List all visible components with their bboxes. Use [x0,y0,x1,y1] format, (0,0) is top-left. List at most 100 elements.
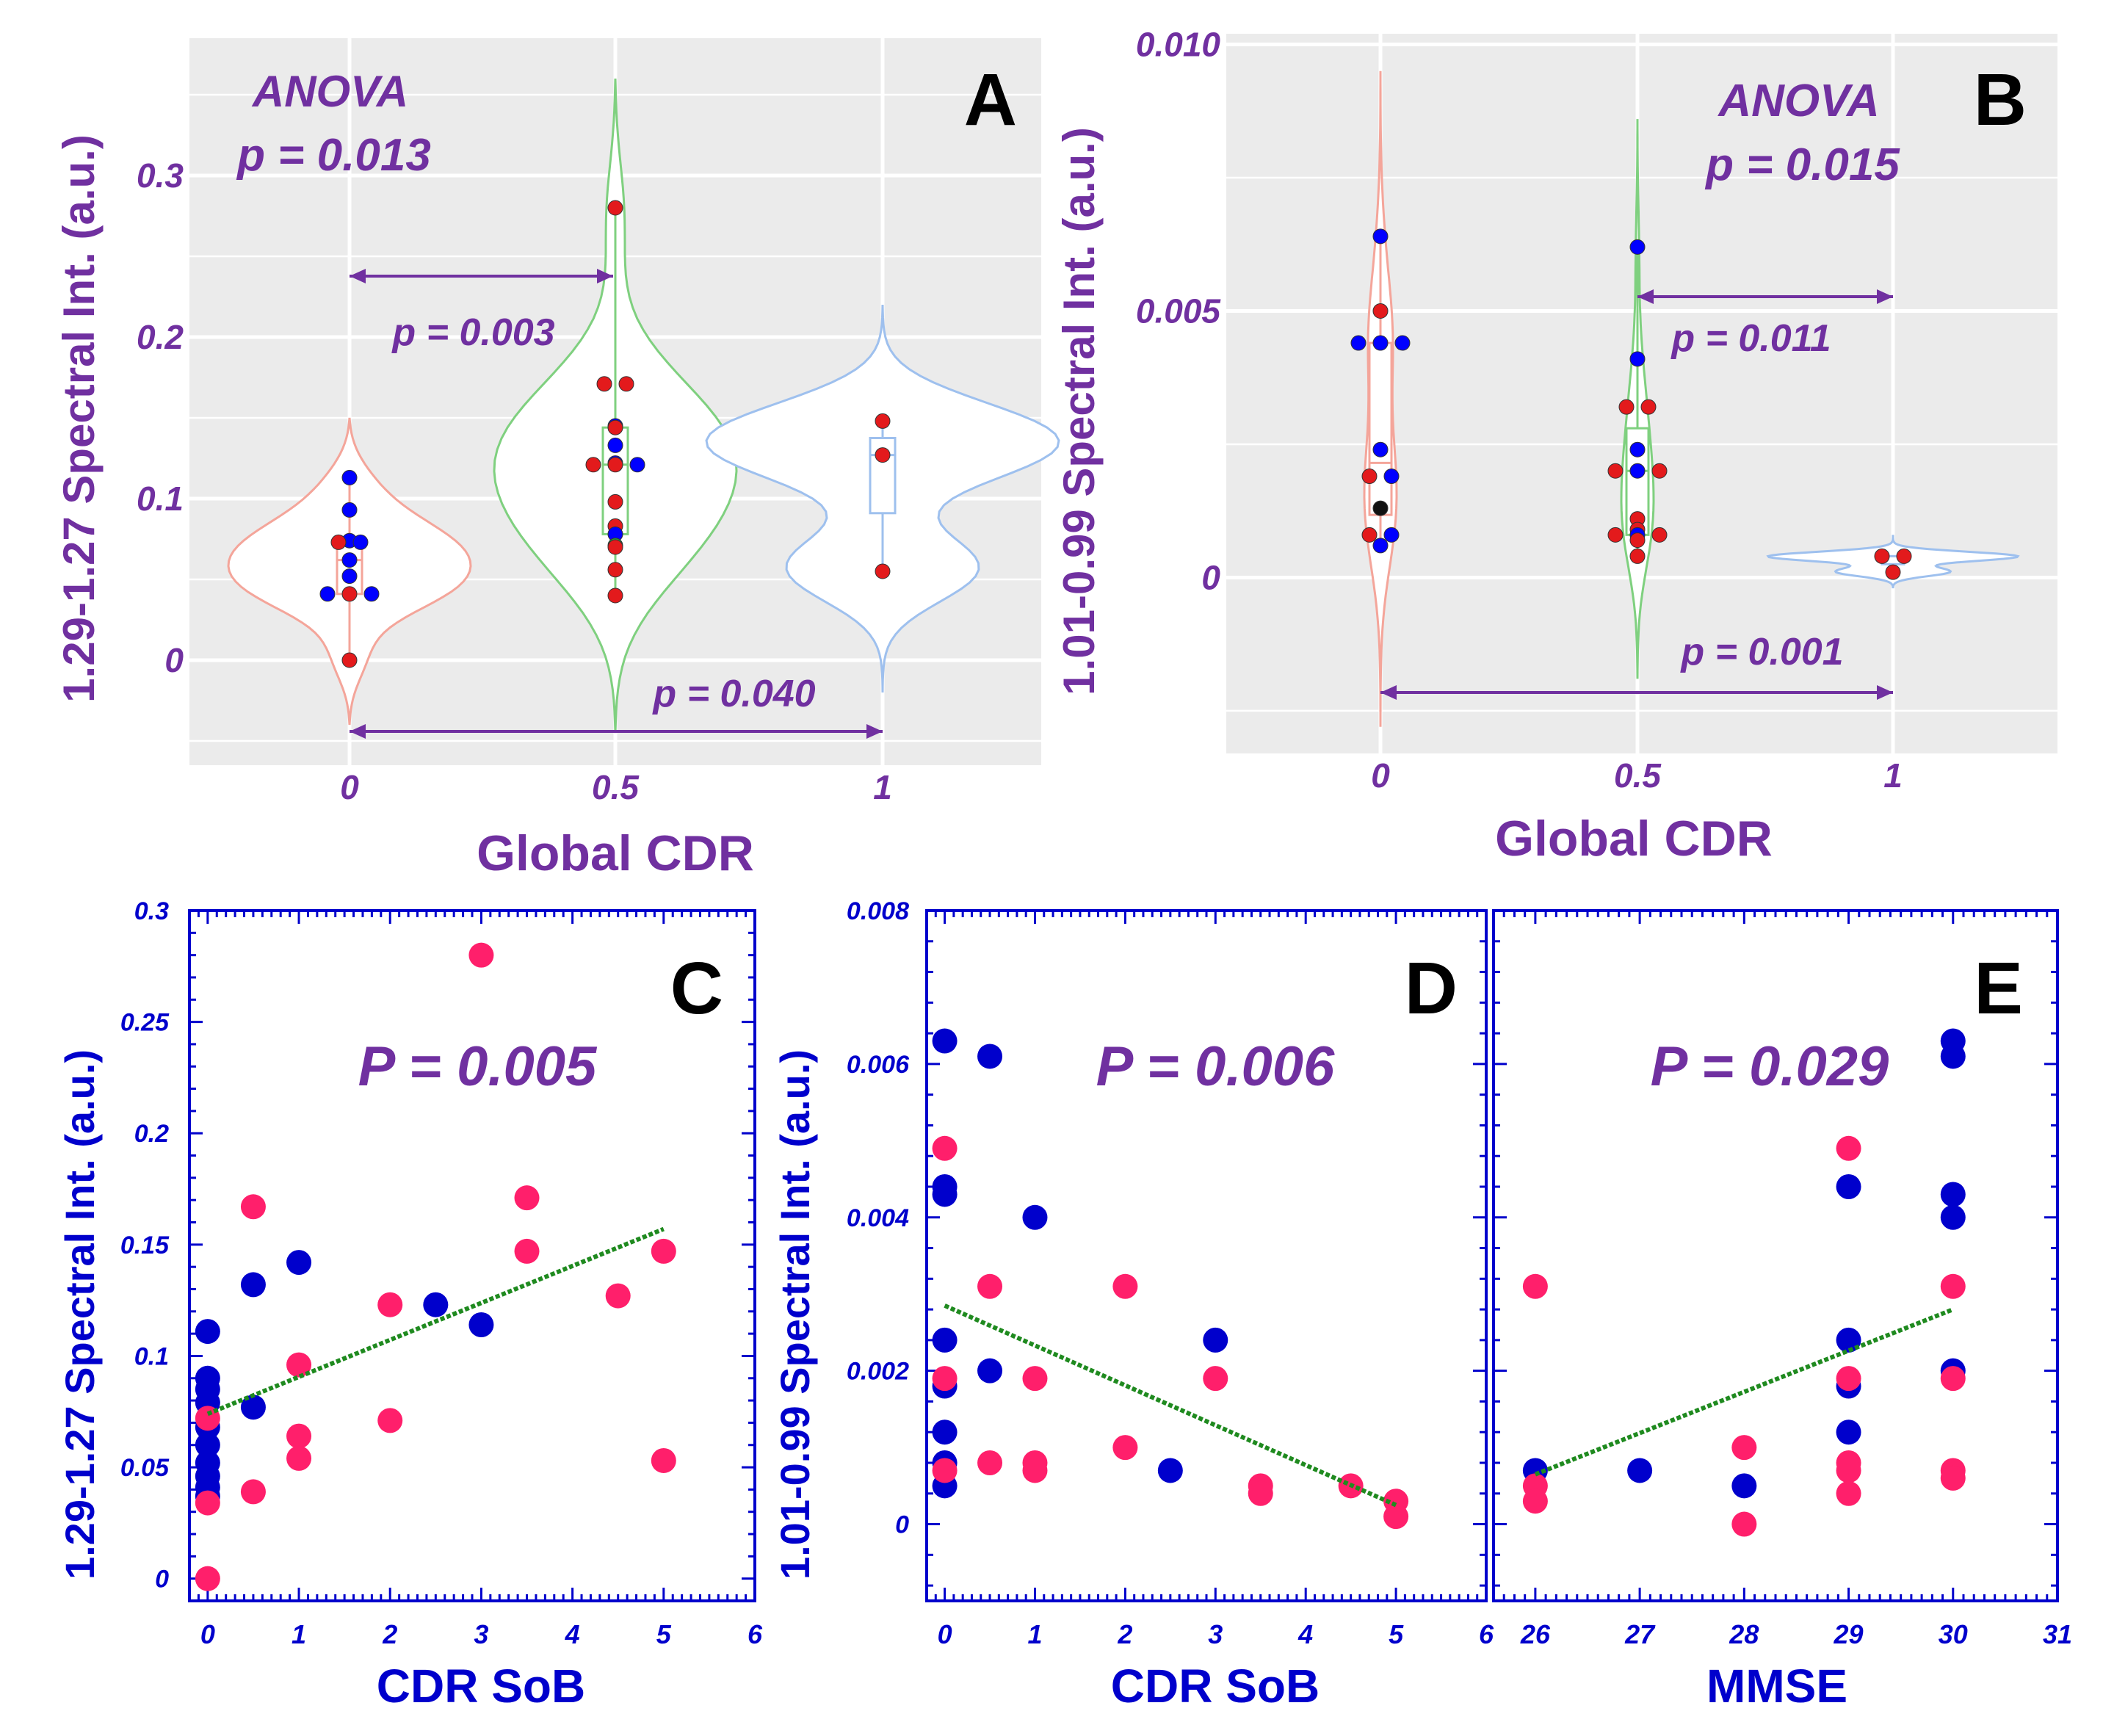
panel-d-plot: 0 1 2 3 4 5 6 0 0.002 0.004 0.006 0.008 [847,897,1494,1649]
data-point-pink [1522,1489,1548,1514]
panel-d-annotation: P = 0.006 [1096,1035,1335,1098]
panel-e: 26 27 28 29 30 31 E P = 0.029 MMSE [1492,909,2072,1713]
panel-c-plot: 0 1 2 3 4 5 6 0 0.05 0.1 0.15 0.2 0.25 0.3 [120,897,763,1649]
panel-b-y-tick-labels: 0 0.005 0.010 [1136,26,1222,597]
data-point-blue [932,1327,958,1353]
panel-b-x-tick-labels: 0 0.5 1 [1371,756,1903,795]
panel-d-x-label: CDR SoB [1111,1660,1320,1713]
trend-line [944,1303,1397,1508]
x-tick-label: 1 [1883,756,1903,795]
data-point [341,469,358,485]
y-tick-label: 0.002 [847,1358,909,1386]
y-tick-label: 0 [1201,558,1220,596]
data-point-pink [1940,1366,1966,1392]
data-point [875,447,891,463]
data-point [1629,441,1646,457]
data-point-blue [1836,1174,1861,1199]
y-tick-label: 0 [155,1566,169,1594]
data-point-pink [1248,1480,1273,1506]
data-point-pink [1112,1273,1138,1299]
data-point-pink [651,1447,676,1473]
data-point-blue [195,1432,220,1458]
data-point-pink [195,1406,220,1431]
data-point-pink [286,1352,312,1378]
x-tick-label: 1 [1027,1619,1042,1649]
x-tick-label: 27 [1624,1619,1656,1649]
data-point-pink [1203,1366,1228,1392]
panel-c-annotation: P = 0.005 [358,1035,598,1098]
trend-line [1534,1307,1954,1477]
data-point [341,568,358,585]
data-point [319,586,336,602]
x-tick-label: 31 [2043,1619,2072,1649]
x-tick-label: 2 [1117,1619,1132,1649]
data-point [1640,399,1657,415]
data-point [1394,335,1411,351]
data-point [1896,548,1912,564]
data-point [1651,463,1668,479]
data-point-pink [195,1490,220,1516]
data-point [330,534,347,550]
data-point-blue [1940,1204,1966,1230]
data-point [1629,532,1646,549]
panel-b-points [1350,228,1912,580]
data-point-pink [1836,1458,1861,1483]
y-tick-label: 0.3 [134,897,169,925]
data-point-pink [1731,1511,1757,1537]
y-tick-label: 0.005 [1136,292,1222,330]
y-tick-label: 0.3 [137,156,184,195]
data-point [596,376,612,392]
panel-d-y-label: 1.01-0.99 Spectral Int. (a.u.) [772,1049,818,1580]
data-point [1372,303,1389,319]
panel-a-y-label: 1.29-1.27 Spectral Int. (a.u.) [54,134,104,703]
data-point-pink [977,1273,1003,1299]
data-point [618,376,634,392]
data-point [1361,469,1378,485]
panel-a-x-tick-labels: 0 0.5 1 [340,768,892,806]
data-point [607,200,623,216]
data-point-pink [1112,1435,1138,1461]
data-point-blue [932,1028,958,1054]
data-point-blue [240,1395,266,1420]
data-point [1629,548,1646,564]
plot-frame [1492,909,2059,1602]
data-point [352,534,369,550]
x-tick-label: 0 [200,1619,215,1649]
data-point-blue [1731,1473,1757,1499]
data-point-blue [977,1044,1003,1069]
y-tick-label: 0.006 [847,1051,910,1079]
data-point-pink [240,1479,266,1505]
x-tick-label: 0 [340,768,359,806]
panel-b-p2: p = 0.001 [1679,631,1843,673]
data-point [607,457,623,473]
data-point-pink [195,1566,220,1591]
data-point-blue [932,1182,958,1207]
x-tick-label: 28 [1729,1619,1759,1649]
panel-d: 0 1 2 3 4 5 6 0 0.002 0.004 0.006 0.008 D P = 0.006… [772,897,1494,1713]
x-tick-label: 30 [1939,1619,1968,1649]
data-point-pink [514,1238,540,1264]
data-point [607,419,623,435]
x-tick-label: 5 [656,1619,672,1649]
y-tick-label: 0.2 [137,318,184,356]
panel-e-plot: 26 27 28 29 30 31 [1492,909,2072,1649]
y-tick-label: 0.1 [137,480,184,518]
panel-c-x-label: CDR SoB [377,1660,585,1713]
x-tick-label: 3 [1208,1619,1223,1649]
data-point-pink [468,942,494,968]
data-point [1629,463,1646,479]
data-point [875,413,891,429]
data-point [341,652,358,668]
data-point [341,586,358,602]
data-point [1885,564,1901,580]
y-tick-label: 0.008 [847,897,909,925]
data-point [607,587,623,604]
panel-e-x-label: MMSE [1706,1660,1847,1713]
data-point-pink [932,1458,958,1483]
data-point-blue [1627,1458,1653,1483]
data-point [1361,527,1378,543]
data-point-blue [1940,1182,1966,1207]
data-point-pink [377,1292,403,1317]
data-point-pink [1940,1465,1966,1491]
